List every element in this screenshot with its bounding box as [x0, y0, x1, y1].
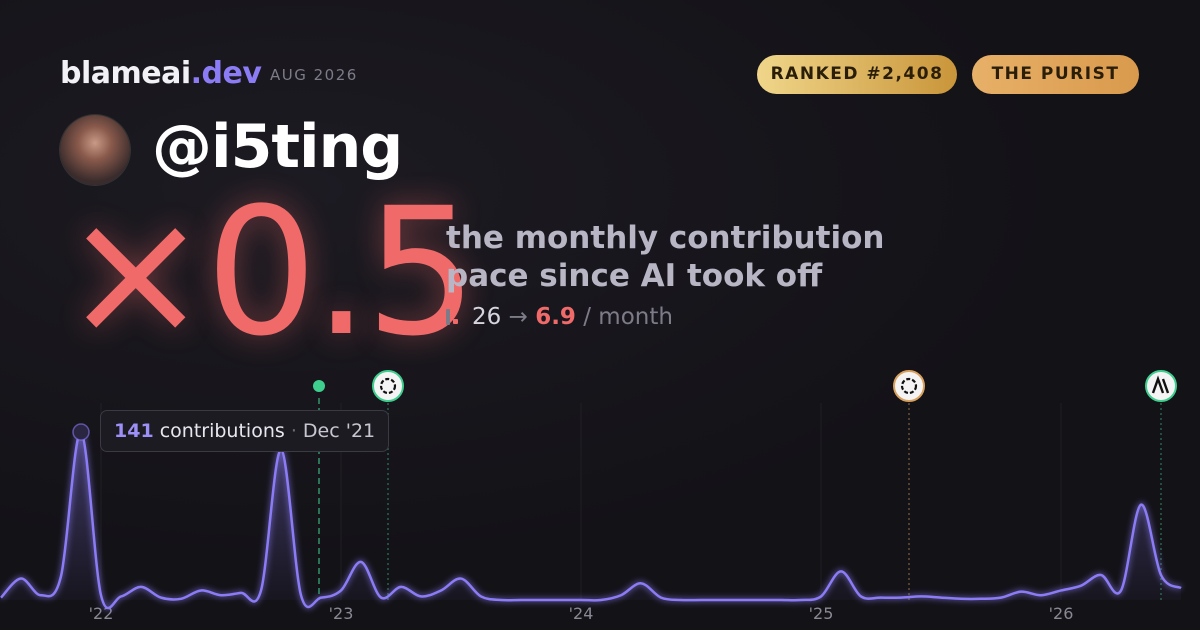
date: AUG 2026 [270, 66, 358, 84]
tooltip-separator: · [290, 420, 297, 442]
peak-marker [72, 423, 90, 441]
brand: blameai.dev [60, 56, 262, 91]
pace: 26 → 6.9 / month [446, 304, 673, 330]
event-icon [372, 370, 404, 402]
avatar [60, 115, 130, 185]
x-tick-label: '25 [809, 604, 834, 623]
pace-arrow: → [508, 304, 528, 330]
x-tick-label: '24 [569, 604, 594, 623]
tooltip-unit: contributions [159, 420, 285, 442]
description-line: pace since AI took off [446, 258, 823, 294]
line-glow [0, 429, 1183, 611]
area [1, 431, 1181, 609]
event-glyph [1151, 375, 1170, 394]
pace-before: 26 [472, 304, 502, 330]
before-icon [446, 309, 450, 325]
title-badge: THE PURIST [972, 55, 1139, 94]
tooltip: 141 contributions · Dec '21 [100, 410, 390, 452]
description-line: the monthly contribution [446, 220, 885, 256]
tooltip-month: Dec '21 [302, 420, 376, 442]
handle: @i5ting [152, 112, 403, 182]
event-dot [313, 380, 325, 392]
event-glyph [900, 377, 918, 395]
pace-after: 6.9 [535, 304, 576, 330]
after-icon [453, 319, 458, 324]
x-tick-label: '23 [329, 604, 354, 623]
pace-unit: / month [583, 304, 673, 330]
x-tick-label: '26 [1049, 604, 1074, 623]
brand-tld: .dev [190, 56, 262, 91]
rank-badge: RANKED #2,408 [757, 55, 957, 94]
description: the monthly contribution pace since AI to… [446, 219, 884, 295]
multiplier: ×0.5 [62, 170, 477, 375]
brand-name: blameai [60, 56, 191, 91]
line [0, 430, 1182, 610]
event-icon [893, 370, 925, 402]
event-glyph [379, 377, 397, 395]
tooltip-count: 141 [114, 420, 154, 442]
